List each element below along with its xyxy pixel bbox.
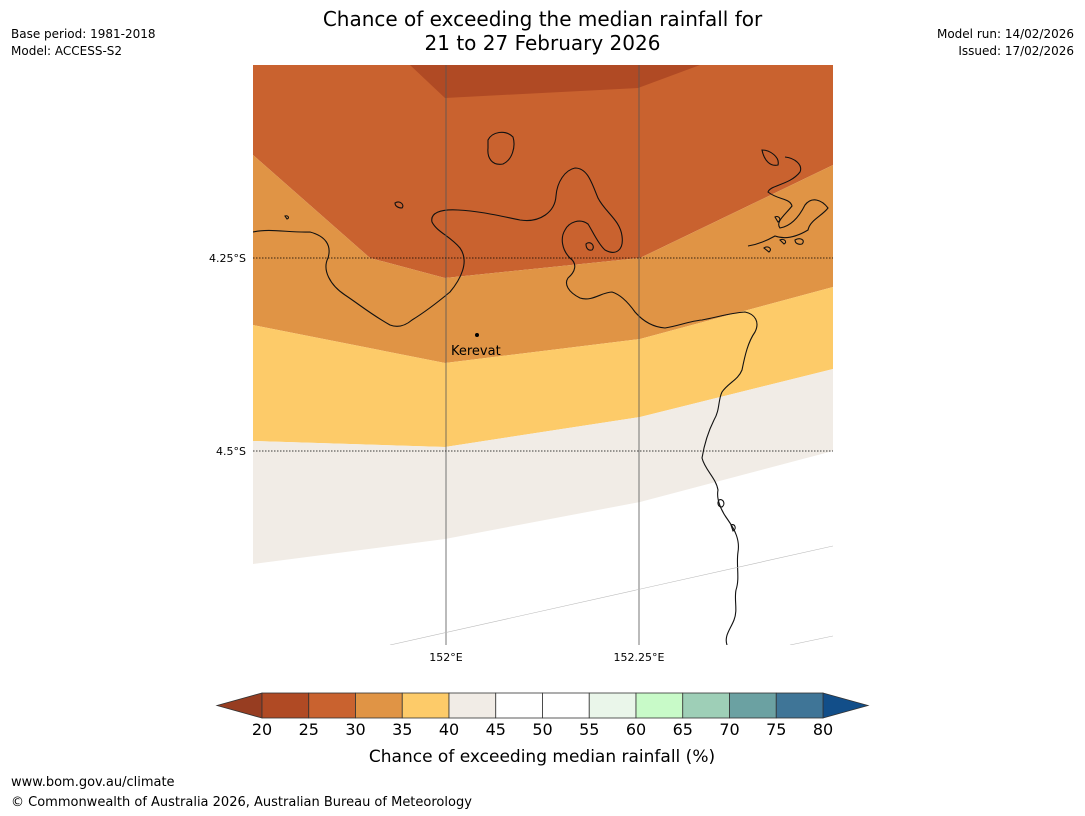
model-run-text: Model run: 14/02/2026 bbox=[936, 27, 1074, 41]
colorbar-cell-20-25 bbox=[261, 692, 310, 719]
base-period-text: Base period: 1981-2018 bbox=[11, 27, 156, 41]
colorbar-tick-25: 25 bbox=[299, 720, 319, 739]
colorbar-cell-25-30 bbox=[308, 692, 356, 719]
colorbar-tick-35: 35 bbox=[392, 720, 412, 739]
kerevat-marker bbox=[475, 333, 479, 337]
colorbar-cell-60-65 bbox=[635, 692, 684, 719]
coastline bbox=[253, 131, 829, 645]
band-20-25-top bbox=[253, 65, 833, 98]
colorbar-label: Chance of exceeding median rainfall (%) bbox=[369, 747, 715, 767]
colorbar-cell-55-60 bbox=[588, 692, 637, 719]
lat-label-4-25: 4.25°S bbox=[209, 252, 246, 265]
lon-label-152: 152°E bbox=[429, 651, 462, 664]
region-boundary bbox=[389, 545, 833, 645]
lat-label-4-5: 4.5°S bbox=[216, 445, 246, 458]
colorbar-cell-70-75 bbox=[729, 692, 777, 719]
band-25-30 bbox=[253, 65, 833, 278]
map-title-line1: Chance of exceeding the median rainfall … bbox=[322, 7, 763, 31]
colorbar-tick-50: 50 bbox=[532, 720, 552, 739]
band-40-45 bbox=[253, 369, 833, 564]
issued-text: Issued: 17/02/2026 bbox=[958, 44, 1074, 58]
colorbar-tick-45: 45 bbox=[486, 720, 506, 739]
colorbar-tick-40: 40 bbox=[439, 720, 459, 739]
band-35-40 bbox=[253, 287, 833, 447]
colorbar-tick-55: 55 bbox=[579, 720, 599, 739]
colorbar-tick-70: 70 bbox=[719, 720, 739, 739]
map-area: Kerevat bbox=[253, 65, 833, 645]
footer-url: www.bom.gov.au/climate bbox=[11, 775, 175, 790]
band-30-35 bbox=[253, 155, 833, 363]
region-boundary-2 bbox=[789, 635, 833, 645]
colorbar-over-arrow bbox=[822, 692, 870, 719]
colorbar-cell-65-70 bbox=[682, 692, 730, 719]
model-text: Model: ACCESS-S2 bbox=[11, 44, 123, 58]
footer-copyright: © Commonwealth of Australia 2026, Austra… bbox=[11, 795, 472, 810]
colorbar-cell-40-45 bbox=[448, 692, 497, 719]
colorbar-tick-20: 20 bbox=[252, 720, 272, 739]
colorbar-tick-30: 30 bbox=[345, 720, 365, 739]
colorbar-cell-30-35 bbox=[355, 692, 403, 719]
colorbar-cell-45-50 bbox=[495, 692, 543, 719]
colorbar-tick-65: 65 bbox=[673, 720, 693, 739]
colorbar-tick-80: 80 bbox=[813, 720, 833, 739]
kerevat-label: Kerevat bbox=[451, 344, 501, 359]
meta-right: Model run: 14/02/2026 Issued: 17/02/2026 bbox=[937, 26, 1074, 60]
colorbar-cell-35-40 bbox=[401, 692, 450, 719]
meta-left: Base period: 1981-2018 Model: ACCESS-S2 bbox=[11, 26, 156, 60]
colorbar-cell-75-80 bbox=[775, 692, 824, 719]
graticule bbox=[253, 65, 833, 645]
map-title: Chance of exceeding the median rainfall … bbox=[0, 7, 1085, 55]
lon-label-152-25: 152.25°E bbox=[614, 651, 665, 664]
map-title-line2: 21 to 27 February 2026 bbox=[424, 31, 661, 55]
colorbar: 20 25 30 35 40 45 50 55 60 65 70 75 80 Chance of exc… bbox=[215, 692, 870, 767]
colorbar-cell-50-55 bbox=[542, 692, 590, 719]
colorbar-tick-75: 75 bbox=[766, 720, 786, 739]
colorbar-under-arrow bbox=[215, 692, 263, 719]
colorbar-tick-60: 60 bbox=[626, 720, 646, 739]
